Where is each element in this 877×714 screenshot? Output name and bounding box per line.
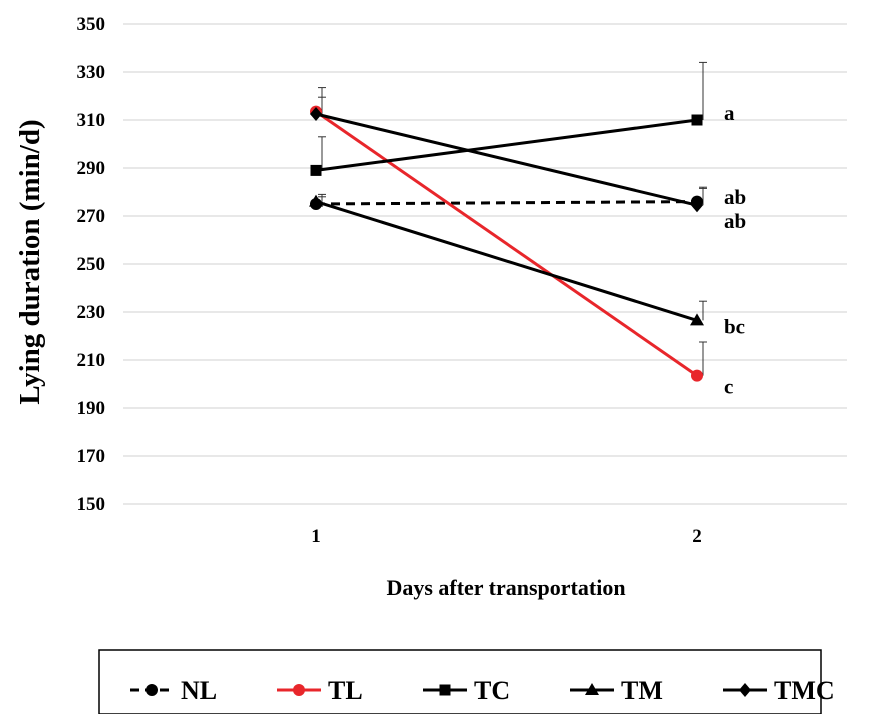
legend-box xyxy=(98,649,822,714)
x-tick-label: 2 xyxy=(692,526,702,547)
data-point-tl xyxy=(691,369,703,382)
significance-label: c xyxy=(724,374,733,398)
series-lines xyxy=(315,110,698,377)
data-point-tm xyxy=(309,194,323,207)
significance-label: ab xyxy=(724,209,746,233)
y-tick-label: 270 xyxy=(77,206,106,227)
data-point-tmc xyxy=(310,107,322,121)
y-tick-label: 250 xyxy=(77,254,106,275)
series-line-tm xyxy=(315,200,698,322)
y-tick-label: 310 xyxy=(77,110,106,131)
legend-items: NL TL TC TM TMC xyxy=(130,676,835,705)
legend-swatch-marker xyxy=(146,684,158,696)
legend-label: TM xyxy=(621,676,663,705)
significance-label: bc xyxy=(724,314,745,338)
legend-swatch-marker xyxy=(739,683,751,697)
legend-swatch-marker xyxy=(293,684,305,696)
legend-item-tl: TL xyxy=(277,676,363,705)
x-axis-title: Days after transportation xyxy=(386,575,625,600)
data-point-tm xyxy=(690,313,704,326)
series-markers xyxy=(309,105,704,382)
legend-label: TMC xyxy=(774,676,835,705)
y-tick-label: 190 xyxy=(77,398,106,419)
legend-label: NL xyxy=(181,676,217,705)
y-tick-label: 330 xyxy=(77,62,106,83)
series-line-tl xyxy=(315,110,698,377)
x-tick-label: 1 xyxy=(311,526,321,547)
significance-label: ab xyxy=(724,185,746,209)
legend-item-nl: NL xyxy=(130,676,217,705)
legend-label: TC xyxy=(474,676,510,705)
legend-swatch-marker xyxy=(585,683,599,695)
series-line-tc xyxy=(315,118,698,172)
legend-swatch-marker xyxy=(439,684,451,696)
y-axis-title: Lying duration (min/d) xyxy=(14,119,46,404)
y-tick-label: 210 xyxy=(77,350,106,371)
data-point-tc xyxy=(691,114,703,126)
series-line-nl xyxy=(315,200,698,206)
legend-label: TL xyxy=(328,676,363,705)
data-point-tc xyxy=(310,164,322,176)
y-tick-label: 290 xyxy=(77,158,106,179)
legend: NL TL TC TM TMC xyxy=(98,649,835,714)
y-tick-label: 350 xyxy=(77,14,106,35)
gridlines xyxy=(123,23,847,505)
y-axis-ticks: 150 170 190 210 230 250 270 290 310 330 350 xyxy=(77,14,106,515)
legend-item-tmc: TMC xyxy=(723,676,835,705)
legend-item-tm: TM xyxy=(570,676,663,705)
significance-label: a xyxy=(724,101,735,125)
legend-item-tc: TC xyxy=(423,676,510,705)
series-line-tmc xyxy=(315,112,698,207)
y-tick-label: 150 xyxy=(77,494,106,515)
y-tick-label: 230 xyxy=(77,302,106,323)
y-tick-label: 170 xyxy=(77,446,106,467)
data-point-tmc xyxy=(691,198,703,213)
